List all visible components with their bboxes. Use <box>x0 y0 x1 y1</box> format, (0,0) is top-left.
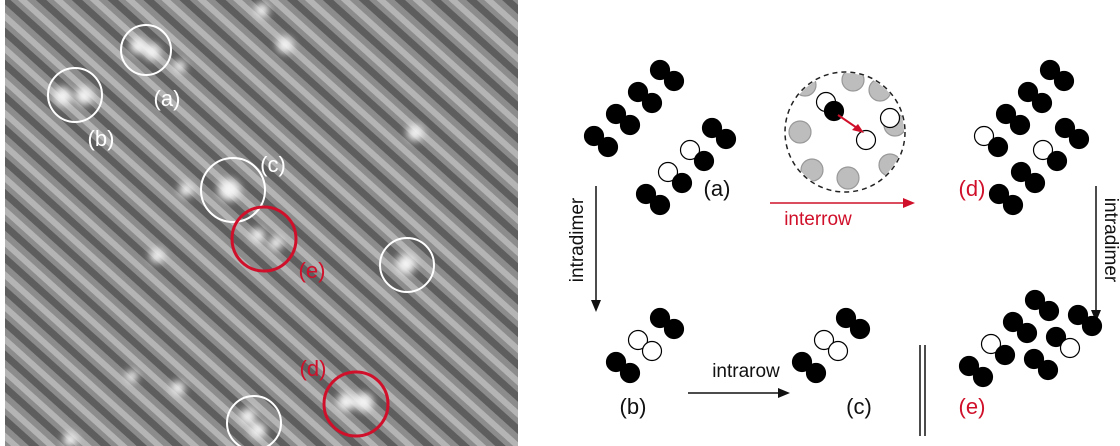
atom <box>857 131 876 150</box>
atom <box>1048 152 1067 171</box>
adatom-blob <box>75 87 93 105</box>
adatom-blob <box>171 381 185 395</box>
adatom-blob <box>251 228 265 242</box>
state-label: (e) <box>959 394 986 419</box>
adatom-blob <box>337 393 355 411</box>
atom <box>1026 174 1045 193</box>
atom <box>807 364 826 383</box>
atom <box>881 109 900 128</box>
adatom-blob <box>144 44 160 60</box>
atom <box>643 94 662 113</box>
atom <box>665 72 684 91</box>
state-label: (b) <box>620 394 647 419</box>
state-label: (c) <box>846 394 872 419</box>
adatom-blob <box>396 254 416 274</box>
adatom-blob <box>277 37 293 53</box>
adatom-blob <box>407 125 423 141</box>
label: (c) <box>260 152 286 177</box>
adatom-blob <box>250 422 266 438</box>
atom <box>1040 302 1059 321</box>
atom <box>974 368 993 387</box>
adatom-blob <box>126 370 138 382</box>
atom <box>673 174 692 193</box>
atom <box>989 138 1008 157</box>
atom <box>599 138 618 157</box>
atom <box>789 121 811 143</box>
atom <box>829 342 848 361</box>
diagram: (a) (d) (b) (c) (e) interrow intradimer … <box>567 61 1120 437</box>
atom <box>651 196 670 215</box>
atom <box>851 320 870 339</box>
atom <box>879 154 901 176</box>
stm-image: (a) (b) (c) (e) (d) <box>5 0 518 446</box>
label: (b) <box>88 126 115 151</box>
adatom-blob <box>218 179 240 201</box>
state-label: (a) <box>704 176 731 201</box>
label: (d) <box>300 356 327 381</box>
adatom-blob <box>255 3 269 17</box>
adatom-blob <box>179 183 193 197</box>
transition-label: interrow <box>784 209 852 230</box>
atom <box>996 346 1015 365</box>
atom <box>643 342 662 361</box>
atom <box>1061 339 1080 358</box>
adatom-blob <box>269 236 283 250</box>
atom <box>665 320 684 339</box>
adatom-blob <box>130 38 146 54</box>
atom <box>1070 130 1089 149</box>
atom <box>794 74 816 96</box>
label: (e) <box>299 258 326 283</box>
transition-label: intradimer <box>1100 198 1120 283</box>
atom <box>717 130 736 149</box>
transition-label: intradimer <box>567 197 588 282</box>
atom <box>621 116 640 135</box>
atom <box>1011 116 1030 135</box>
adatom-blob <box>355 393 373 411</box>
transition-label: intrarow <box>712 361 780 382</box>
label: (a) <box>154 86 181 111</box>
adatom-blob <box>240 408 256 424</box>
adatom-blob <box>174 60 186 72</box>
atom <box>1033 94 1052 113</box>
atom <box>1055 72 1074 91</box>
adatom-blob <box>150 249 164 263</box>
atom <box>1018 324 1037 343</box>
atom <box>1083 317 1102 336</box>
state-label: (d) <box>959 176 986 201</box>
atom <box>621 364 640 383</box>
atom <box>1039 361 1058 380</box>
atom <box>1004 196 1023 215</box>
figure: (a) (b) (c) (e) (d) (a) (d) (b) (c) (e) … <box>0 0 1120 446</box>
atom <box>801 159 823 181</box>
atom <box>695 152 714 171</box>
adatom-blob <box>54 87 72 105</box>
atom <box>837 167 859 189</box>
